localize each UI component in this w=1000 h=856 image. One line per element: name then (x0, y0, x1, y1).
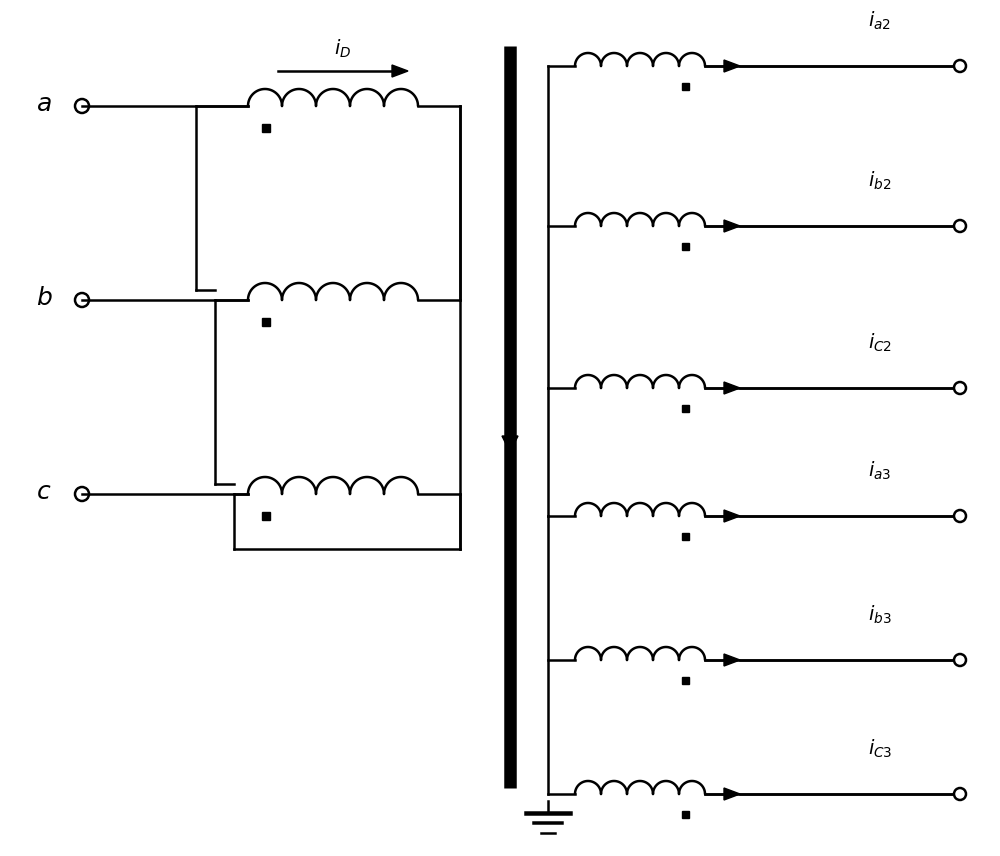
Polygon shape (724, 60, 740, 72)
Polygon shape (724, 510, 740, 522)
Bar (682, 532, 688, 539)
Bar (262, 512, 270, 520)
Polygon shape (724, 788, 740, 800)
Text: $i_{b3}$: $i_{b3}$ (868, 603, 892, 626)
Polygon shape (724, 220, 740, 232)
Text: $i_D$: $i_D$ (334, 38, 352, 60)
Text: $i_{a3}$: $i_{a3}$ (868, 460, 892, 482)
Text: $b$: $b$ (36, 287, 52, 310)
Text: $i_{b2}$: $i_{b2}$ (868, 169, 892, 192)
Bar (682, 676, 688, 683)
Polygon shape (724, 654, 740, 666)
Text: $i_{C3}$: $i_{C3}$ (868, 738, 892, 760)
Text: $c$: $c$ (36, 480, 52, 503)
Bar (682, 82, 688, 90)
Polygon shape (502, 436, 518, 452)
Polygon shape (392, 65, 408, 77)
Bar (682, 242, 688, 249)
Text: $i_{a2}$: $i_{a2}$ (868, 10, 892, 33)
Text: $i_{C2}$: $i_{C2}$ (868, 332, 892, 354)
Polygon shape (724, 382, 740, 394)
Text: $a$: $a$ (36, 92, 52, 116)
Bar (262, 124, 270, 132)
Bar (682, 811, 688, 817)
Bar (262, 318, 270, 326)
Bar (682, 405, 688, 412)
